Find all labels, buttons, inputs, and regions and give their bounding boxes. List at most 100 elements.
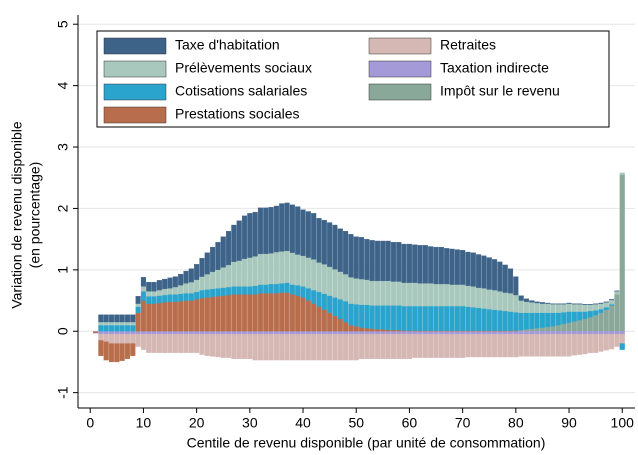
bar-segment [422,305,428,331]
bar-segment [241,294,248,332]
bar-segment [156,295,162,304]
bar-segment [119,334,125,344]
bar-segment [204,297,210,332]
x-tick-label: 50 [348,415,364,431]
bar-segment [401,282,407,307]
bar-segment [215,242,221,270]
bar-segment [353,331,359,335]
bar-segment [593,331,599,335]
y-tick-label: 1 [55,266,71,274]
bar-segment [476,254,482,288]
bar-segment [561,323,567,332]
bar-segment [460,331,466,335]
bar-segment [369,280,375,306]
x-tick-label: 10 [136,415,152,431]
bar-segment [603,302,609,308]
bar-segment [518,312,524,331]
bar-segment [593,334,599,353]
bar-segment [327,312,333,332]
bar-segment [497,261,503,292]
bar-segment [396,334,402,360]
bar-segment [332,224,338,270]
bar-segment [454,305,460,331]
bar-segment [545,302,551,304]
bar-segment [492,259,498,291]
bar-segment [284,334,290,361]
bar-segment [178,285,184,294]
bar-segment [337,318,343,332]
x-tick-label: 70 [455,415,471,431]
bar-segment [194,291,200,300]
legend-swatch [368,37,432,55]
bar-segment [204,273,210,290]
bar-segment [332,334,338,361]
bar-segment [167,331,173,335]
bar-segment [183,283,189,294]
bar-segment [348,234,354,278]
bar-segment [545,303,551,313]
bar-segment [598,303,604,310]
bar-segment [518,331,524,335]
bar-segment [300,297,306,332]
bar-segment [534,302,540,313]
bar-segment [295,334,301,361]
bar-segment [380,280,386,306]
bar-segment [502,310,508,331]
bar-segment [492,309,498,331]
bar-segment [465,306,471,331]
bar-segment [609,299,615,301]
bar-segment [614,291,620,295]
y-tick-label: 2 [55,204,71,212]
bar-segment [545,312,551,328]
bar-segment [108,314,115,323]
bar-segment [571,331,577,335]
bar-segment [311,213,317,260]
bar-segment [316,218,322,263]
bar-segment [337,331,343,335]
bar-segment [220,334,226,358]
bar-segment [305,288,311,301]
bar-segment [353,334,359,361]
bar-segment [433,334,439,358]
y-tick-label: 4 [55,82,71,90]
bar-segment [364,304,370,329]
bar-segment [284,282,290,293]
bar-segment [268,334,274,361]
bar-segment [571,311,577,322]
bar-segment [188,293,194,301]
bar-segment [210,296,216,332]
bar-segment [178,331,184,335]
bar-segment [327,334,333,361]
bar-segment [124,331,131,335]
bar-segment [98,321,104,326]
bar-segment [529,331,535,335]
bar-segment [130,331,136,335]
bar-segment [454,284,460,307]
bar-segment [614,290,620,292]
bar-segment [124,343,131,360]
bar-segment [454,331,460,335]
bar-segment [236,286,242,295]
bar-segment [555,303,561,305]
legend-swatch [368,60,432,78]
bar-segment [523,298,530,302]
bar-segment [130,324,136,332]
bar-segment [566,303,572,312]
bar-segment [241,286,248,295]
bar-segment [593,303,599,305]
bar-segment [507,331,514,335]
bar-segment [571,334,577,356]
bar-segment [108,321,115,326]
bar-segment [539,331,545,335]
bar-segment [156,289,162,296]
bar-segment [343,273,349,302]
bar-segment [162,331,168,335]
bar-segment [247,286,253,295]
bar-segment [374,329,381,332]
bar-segment [518,334,524,357]
bar-segment [130,343,136,356]
bar-segment [374,334,381,360]
bar-segment [194,334,200,353]
bar-segment [476,307,482,331]
bar-segment [593,304,599,311]
